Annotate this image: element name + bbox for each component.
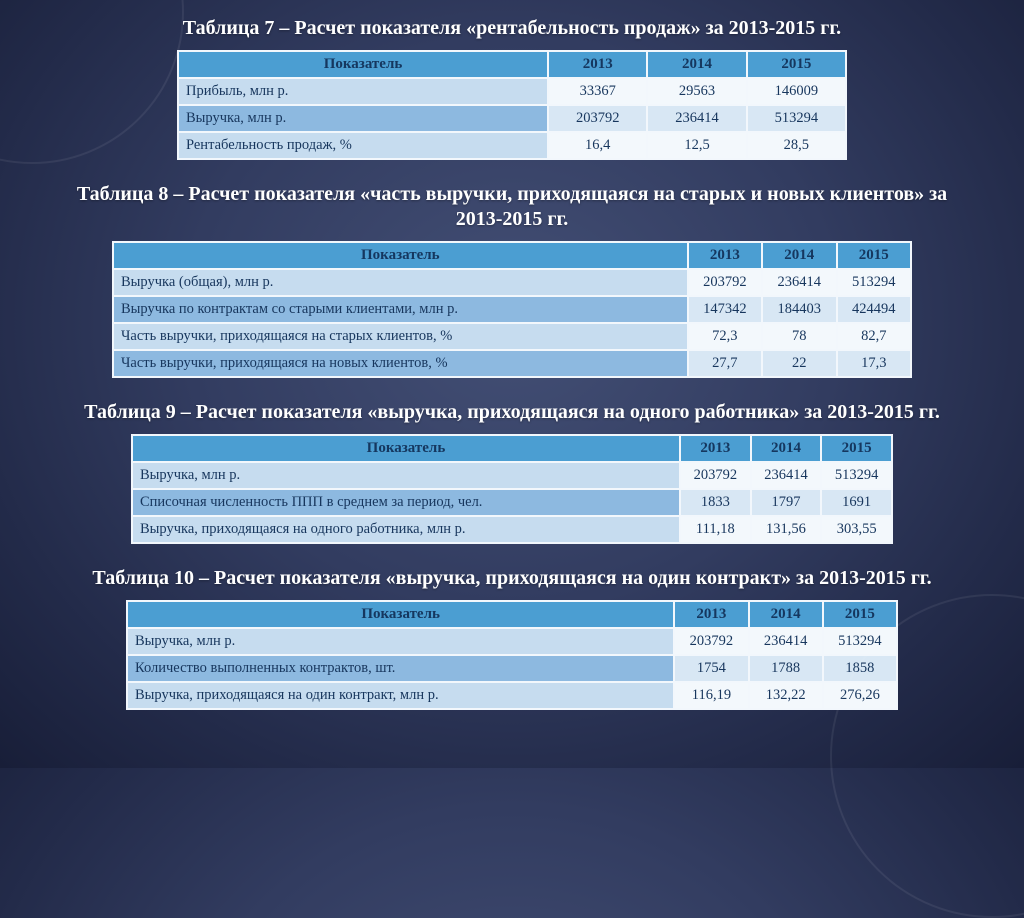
value-cell: 29563 xyxy=(646,77,748,106)
value-cell: 513294 xyxy=(820,461,893,490)
header-row: Показатель 2013 2014 2015 xyxy=(176,50,848,79)
value-cell: 146009 xyxy=(745,77,848,106)
row-label-cell: Выручка, млн р. xyxy=(176,104,550,133)
row-label-cell: Количество выполненных контрактов, шт. xyxy=(125,654,676,683)
value-cell: 303,55 xyxy=(820,515,893,544)
table-row: Рентабельность продаж, % 16,4 12,5 28,5 xyxy=(176,131,848,160)
value-cell: 184403 xyxy=(761,295,838,324)
value-cell: 203792 xyxy=(686,268,764,297)
value-cell: 236414 xyxy=(747,627,824,656)
value-cell: 1754 xyxy=(673,654,750,683)
table-section-8: Таблица 8 – Расчет показателя «часть выр… xyxy=(62,182,962,378)
value-cell: 236414 xyxy=(761,268,838,297)
value-cell: 12,5 xyxy=(646,131,748,160)
table-row: Часть выручки, приходящаяся на старых кл… xyxy=(112,322,913,351)
table-row: Прибыль, млн р. 33367 29563 146009 xyxy=(176,77,848,106)
indicator-column-header: Показатель xyxy=(176,50,550,79)
table-9: Показатель 2013 2014 2015 Выручка, млн р. 203… xyxy=(130,434,893,544)
value-cell: 1833 xyxy=(678,488,752,517)
table-row: Выручка, млн р. 203792 236414 513294 xyxy=(176,104,848,133)
value-cell: 236414 xyxy=(646,104,748,133)
value-cell: 203792 xyxy=(678,461,752,490)
value-cell: 147342 xyxy=(686,295,764,324)
table-7: Показатель 2013 2014 2015 Прибыль, млн р. 333… xyxy=(176,50,848,160)
value-cell: 276,26 xyxy=(821,681,899,710)
value-cell: 1797 xyxy=(749,488,823,517)
year-column-header: 2014 xyxy=(747,600,824,629)
value-cell: 16,4 xyxy=(547,131,649,160)
header-row: Показатель 2013 2014 2015 xyxy=(130,434,893,463)
value-cell: 27,7 xyxy=(686,349,764,378)
year-column-header: 2015 xyxy=(821,600,899,629)
row-label-cell: Выручка, млн р. xyxy=(125,627,676,656)
row-label-cell: Часть выручки, приходящаяся на старых кл… xyxy=(112,322,689,351)
table-row: Количество выполненных контрактов, шт. 17… xyxy=(125,654,899,683)
value-cell: 33367 xyxy=(547,77,649,106)
value-cell: 116,19 xyxy=(673,681,750,710)
value-cell: 1788 xyxy=(747,654,824,683)
table-row: Выручка, млн р. 203792 236414 513294 xyxy=(130,461,893,490)
value-cell: 424494 xyxy=(835,295,913,324)
table-row: Выручка по контрактам со старыми клиента… xyxy=(112,295,913,324)
value-cell: 513294 xyxy=(821,627,899,656)
table-row: Часть выручки, приходящаяся на новых кли… xyxy=(112,349,913,378)
indicator-column-header: Показатель xyxy=(130,434,681,463)
table-row: Выручка, млн р. 203792 236414 513294 xyxy=(125,627,899,656)
row-label-cell: Выручка, приходящаяся на одного работник… xyxy=(130,515,681,544)
year-column-header: 2013 xyxy=(686,241,764,270)
value-cell: 1858 xyxy=(821,654,899,683)
row-label-cell: Выручка, млн р. xyxy=(130,461,681,490)
table-row: Списочная численность ППП в среднем за п… xyxy=(130,488,893,517)
value-cell: 78 xyxy=(761,322,838,351)
year-column-header: 2015 xyxy=(820,434,893,463)
value-cell: 513294 xyxy=(835,268,913,297)
year-column-header: 2013 xyxy=(547,50,649,79)
year-column-header: 2013 xyxy=(678,434,752,463)
table-section-9: Таблица 9 – Расчет показателя «выручка, … xyxy=(84,400,940,544)
row-label-cell: Списочная численность ППП в среднем за п… xyxy=(130,488,681,517)
value-cell: 17,3 xyxy=(835,349,913,378)
year-column-header: 2013 xyxy=(673,600,750,629)
value-cell: 72,3 xyxy=(686,322,764,351)
year-column-header: 2014 xyxy=(761,241,838,270)
value-cell: 1691 xyxy=(820,488,893,517)
year-column-header: 2015 xyxy=(745,50,848,79)
table-row: Выручка, приходящаяся на одного работник… xyxy=(130,515,893,544)
table-8: Показатель 2013 2014 2015 Выручка (общая), м… xyxy=(112,241,913,378)
value-cell: 111,18 xyxy=(678,515,752,544)
value-cell: 28,5 xyxy=(745,131,848,160)
table-9-title: Таблица 9 – Расчет показателя «выручка, … xyxy=(84,401,940,423)
year-column-header: 2014 xyxy=(749,434,823,463)
table-8-title: Таблица 8 – Расчет показателя «часть выр… xyxy=(76,183,948,230)
row-label-cell: Выручка, приходящаяся на один контракт, … xyxy=(125,681,676,710)
value-cell: 132,22 xyxy=(747,681,824,710)
row-label-cell: Часть выручки, приходящаяся на новых кли… xyxy=(112,349,689,378)
value-cell: 203792 xyxy=(673,627,750,656)
value-cell: 131,56 xyxy=(749,515,823,544)
table-7-title: Таблица 7 – Расчет показателя «рентабель… xyxy=(182,17,842,39)
header-row: Показатель 2013 2014 2015 xyxy=(112,241,913,270)
table-10: Показатель 2013 2014 2015 Выручка, млн р. 203… xyxy=(125,600,899,710)
value-cell: 82,7 xyxy=(835,322,913,351)
value-cell: 22 xyxy=(761,349,838,378)
value-cell: 203792 xyxy=(547,104,649,133)
row-label-cell: Рентабельность продаж, % xyxy=(176,131,550,160)
header-row: Показатель 2013 2014 2015 xyxy=(125,600,899,629)
table-10-title: Таблица 10 – Расчет показателя «выручка,… xyxy=(92,567,932,589)
table-section-7: Таблица 7 – Расчет показателя «рентабель… xyxy=(176,16,848,160)
table-row: Выручка (общая), млн р. 203792 236414 51329… xyxy=(112,268,913,297)
row-label-cell: Прибыль, млн р. xyxy=(176,77,550,106)
indicator-column-header: Показатель xyxy=(125,600,676,629)
row-label-cell: Выручка по контрактам со старыми клиента… xyxy=(112,295,689,324)
value-cell: 513294 xyxy=(745,104,848,133)
indicator-column-header: Показатель xyxy=(112,241,689,270)
table-section-10: Таблица 10 – Расчет показателя «выручка,… xyxy=(92,566,932,710)
value-cell: 236414 xyxy=(749,461,823,490)
year-column-header: 2014 xyxy=(646,50,748,79)
row-label-cell: Выручка (общая), млн р. xyxy=(112,268,689,297)
table-row: Выручка, приходящаяся на один контракт, … xyxy=(125,681,899,710)
year-column-header: 2015 xyxy=(835,241,913,270)
